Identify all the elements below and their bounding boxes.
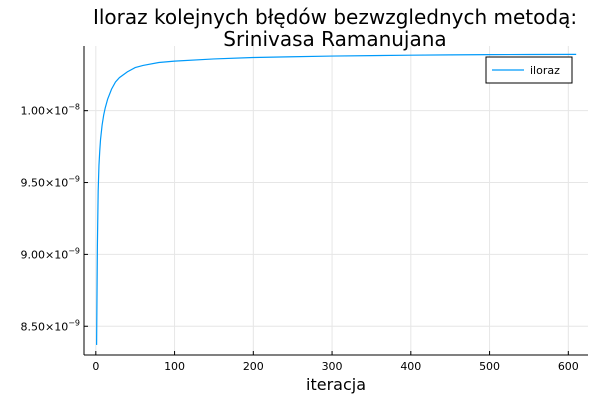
legend: iloraz (485, 56, 573, 84)
y-tick-exponent: −9 (68, 175, 80, 184)
x-axis-label: iteracja (306, 375, 366, 394)
y-tick-label: 8.50×10−9 (20, 318, 80, 333)
legend-label-iloraz: iloraz (530, 64, 560, 77)
y-tick-mantissa: 9.50×10 (20, 177, 68, 190)
series-line-iloraz (96, 53, 577, 345)
x-tick-label: 600 (558, 360, 579, 373)
y-tick-label: 1.00×10−8 (20, 103, 80, 118)
grid-lines (84, 46, 588, 355)
y-tick-exponent: −8 (68, 103, 80, 112)
x-tick-label: 500 (479, 360, 500, 373)
x-ticks: 0 100 200 300 400 500 600 (92, 351, 579, 373)
y-tick-mantissa: 1.00×10 (20, 105, 68, 118)
x-tick-label: 200 (243, 360, 264, 373)
x-tick-label: 0 (92, 360, 99, 373)
y-tick-mantissa: 9.00×10 (20, 248, 68, 261)
y-tick-mantissa: 8.50×10 (20, 320, 68, 333)
chart-title-line-2: Srinivasa Ramanujana (223, 27, 446, 51)
x-tick-label: 400 (400, 360, 421, 373)
y-tick-label: 9.50×10−9 (20, 175, 80, 190)
y-ticks: 8.50×10−99.00×10−99.50×10−91.00×10−8 (20, 103, 88, 333)
y-tick-exponent: −9 (68, 318, 80, 327)
series-lines (96, 53, 577, 345)
y-tick-exponent: −9 (68, 246, 80, 255)
chart-title-line-1: Iloraz kolejnych błędów bezwzglednych me… (93, 5, 577, 29)
x-tick-label: 100 (164, 360, 185, 373)
x-tick-label: 300 (322, 360, 343, 373)
y-tick-label: 9.00×10−9 (20, 246, 80, 261)
